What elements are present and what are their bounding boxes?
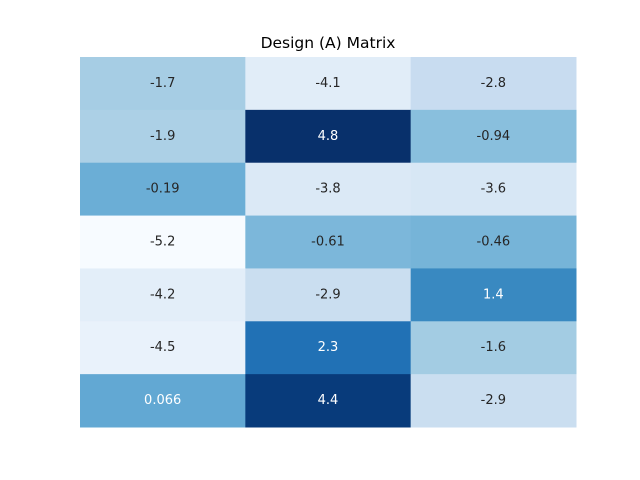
heatmap-cell-r0-c1 bbox=[245, 57, 412, 111]
heatmap-cell-r1-c2 bbox=[410, 109, 577, 164]
cell-label-r3-c0: -5.2 bbox=[150, 235, 175, 250]
cell-label-r1-c2: -0.94 bbox=[477, 129, 511, 144]
cell-label-r5-c0: -4.5 bbox=[150, 340, 175, 355]
heatmap-cell-r6-c1 bbox=[245, 374, 412, 428]
heatmap-cell-r6-c0 bbox=[80, 374, 246, 428]
cell-label-r1-c1: 4.8 bbox=[318, 129, 339, 144]
cell-label-r1-c0: -1.9 bbox=[150, 129, 175, 144]
cell-label-r0-c0: -1.7 bbox=[150, 76, 175, 91]
heatmap-cell-r5-c2 bbox=[410, 321, 577, 375]
cell-label-r0-c2: -2.8 bbox=[481, 76, 506, 91]
heatmap-cell-r5-c1 bbox=[245, 321, 412, 375]
heatmap-cell-r3-c1 bbox=[245, 215, 412, 269]
heatmap-cell-r1-c1 bbox=[245, 109, 412, 164]
cell-label-r2-c2: -3.6 bbox=[481, 182, 506, 197]
cell-label-r5-c1: 2.3 bbox=[318, 340, 339, 355]
cell-label-r6-c2: -2.9 bbox=[481, 393, 506, 408]
heatmap-cell-r3-c2 bbox=[410, 215, 577, 269]
heatmap-cell-r0-c2 bbox=[410, 57, 577, 111]
cell-label-r3-c2: -0.46 bbox=[477, 235, 511, 250]
heatmap-cell-r4-c0 bbox=[80, 268, 246, 322]
heatmap-cell-r3-c0 bbox=[80, 215, 246, 269]
heatmap-cell-r4-c1 bbox=[245, 268, 412, 322]
heatmap-cell-r2-c1 bbox=[245, 162, 412, 217]
heatmap-cell-r0-c0 bbox=[80, 57, 246, 111]
cell-label-r3-c1: -0.61 bbox=[311, 235, 345, 250]
cell-label-r2-c0: -0.19 bbox=[146, 182, 180, 197]
cell-label-r6-c0: 0.066 bbox=[144, 393, 181, 408]
cell-label-r5-c2: -1.6 bbox=[481, 340, 506, 355]
cell-label-r4-c2: 1.4 bbox=[483, 287, 504, 302]
chart-title: Design (A) Matrix bbox=[260, 34, 396, 52]
cell-label-r0-c1: -4.1 bbox=[315, 76, 340, 91]
heatmap-cell-r5-c0 bbox=[80, 321, 246, 375]
heatmap-cell-r2-c0 bbox=[80, 162, 246, 217]
heatmap-cell-r1-c0 bbox=[80, 109, 246, 164]
heatmap-cell-r6-c2 bbox=[410, 374, 577, 428]
cell-label-r2-c1: -3.8 bbox=[315, 182, 340, 197]
cell-label-r4-c0: -4.2 bbox=[150, 287, 175, 302]
cell-label-r4-c1: -2.9 bbox=[315, 287, 340, 302]
heatmap-cell-r4-c2 bbox=[410, 268, 577, 322]
heatmap-cell-r2-c2 bbox=[410, 162, 577, 217]
cell-label-r6-c1: 4.4 bbox=[318, 393, 339, 408]
